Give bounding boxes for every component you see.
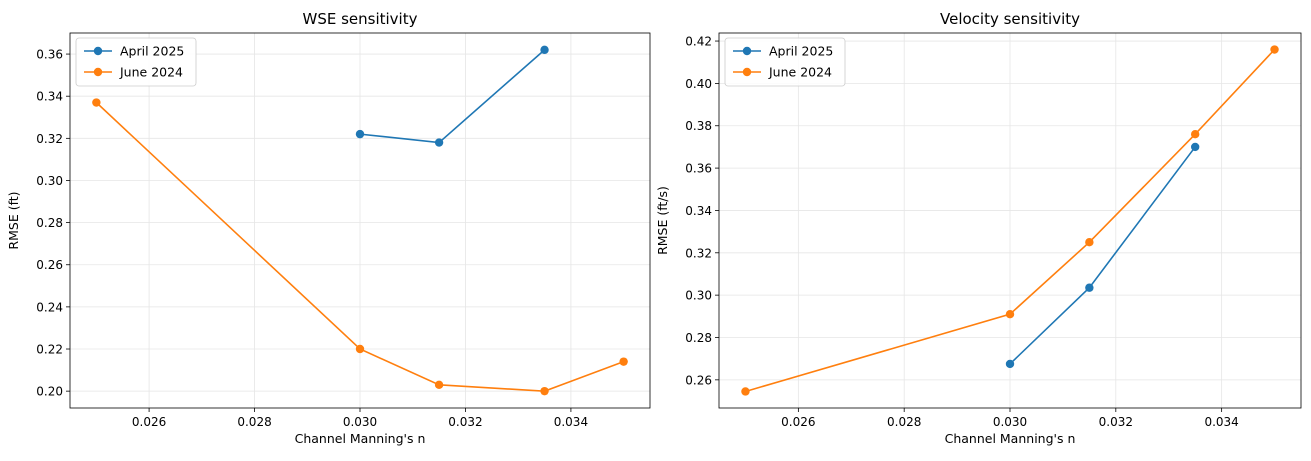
legend-swatch-marker bbox=[742, 46, 752, 56]
y-tick-label: 0.34 bbox=[36, 90, 63, 104]
y-tick-label: 0.26 bbox=[685, 373, 712, 387]
data-point bbox=[434, 380, 444, 390]
y-tick-label: 0.32 bbox=[685, 246, 712, 260]
x-tick-label: 0.028 bbox=[237, 415, 271, 429]
data-point bbox=[1190, 142, 1200, 152]
x-axis-label: Channel Manning's n bbox=[945, 431, 1076, 446]
y-tick-label: 0.36 bbox=[685, 162, 712, 176]
y-tick-label: 0.20 bbox=[36, 385, 63, 399]
legend-label: April 2025 bbox=[769, 44, 833, 59]
data-point bbox=[355, 344, 365, 354]
x-tick-label: 0.028 bbox=[887, 415, 921, 429]
x-tick-label: 0.030 bbox=[993, 415, 1027, 429]
legend: April 2025 June 2024 bbox=[724, 37, 846, 87]
x-tick-label: 0.034 bbox=[554, 415, 588, 429]
data-point bbox=[1085, 238, 1094, 247]
data-point bbox=[619, 357, 628, 366]
y-tick-label: 0.24 bbox=[36, 300, 63, 314]
data-point bbox=[540, 386, 549, 396]
plot-frame bbox=[69, 32, 651, 409]
grid bbox=[719, 33, 1301, 408]
y-tick-label: 0.30 bbox=[685, 289, 712, 303]
series-june-2024 bbox=[741, 45, 1279, 396]
y-tick-label: 0.42 bbox=[685, 35, 712, 49]
plot-frame bbox=[718, 32, 1302, 409]
x-tick-label: 0.032 bbox=[1099, 415, 1133, 429]
data-point bbox=[741, 387, 750, 396]
data-point bbox=[1190, 130, 1200, 139]
y-axis-label: RMSE (ft/s) bbox=[655, 186, 670, 255]
legend-box bbox=[724, 37, 846, 87]
chart-velocity-sensitivity: 0.026 0.028 0.030 0.032 0.034 0.26 0.28 0.30 0.3… bbox=[655, 10, 1302, 446]
data-point bbox=[434, 138, 444, 147]
y-tick-label: 0.36 bbox=[36, 48, 63, 62]
y-tick-label: 0.34 bbox=[685, 204, 712, 218]
x-tick-label: 0.026 bbox=[132, 415, 166, 429]
data-point bbox=[1005, 359, 1015, 369]
data-point bbox=[355, 129, 365, 139]
data-point bbox=[92, 98, 101, 107]
series-april-2025 bbox=[1005, 142, 1200, 369]
y-axis-label: RMSE (ft) bbox=[6, 191, 21, 249]
data-point bbox=[540, 45, 549, 55]
legend-box bbox=[75, 37, 197, 87]
data-point bbox=[1085, 283, 1094, 292]
y-tick-label: 0.32 bbox=[36, 132, 63, 146]
data-point bbox=[1270, 45, 1279, 54]
y-tick-label: 0.30 bbox=[36, 174, 63, 188]
y-tick-label: 0.22 bbox=[36, 343, 63, 357]
y-tick-label: 0.28 bbox=[685, 331, 712, 345]
y-tick-label: 0.26 bbox=[36, 258, 63, 272]
chart-title: Velocity sensitivity bbox=[940, 10, 1080, 28]
y-tick-label: 0.40 bbox=[685, 77, 712, 91]
series-april-2025 bbox=[355, 45, 549, 147]
x-tick-label: 0.026 bbox=[781, 415, 815, 429]
y-tick-label: 0.28 bbox=[36, 216, 63, 230]
x-tick-label: 0.030 bbox=[343, 415, 377, 429]
x-axis-label: Channel Manning's n bbox=[295, 431, 426, 446]
series-line bbox=[1009, 146, 1196, 365]
legend: April 2025 June 2024 bbox=[75, 37, 197, 87]
grid bbox=[70, 33, 650, 408]
legend-swatch-marker bbox=[93, 67, 103, 77]
legend-label: June 2024 bbox=[768, 65, 832, 80]
chart-title: WSE sensitivity bbox=[303, 10, 418, 28]
legend-swatch-marker bbox=[93, 46, 103, 56]
legend-swatch-marker bbox=[742, 67, 752, 77]
y-tick-label: 0.38 bbox=[685, 119, 712, 133]
series-june-2024 bbox=[92, 98, 628, 396]
legend-label: June 2024 bbox=[119, 65, 183, 80]
x-tick-label: 0.032 bbox=[448, 415, 482, 429]
data-point bbox=[1005, 309, 1015, 319]
legend-label: April 2025 bbox=[120, 44, 184, 59]
x-tick-label: 0.034 bbox=[1204, 415, 1238, 429]
chart-wse-sensitivity: 0.026 0.028 0.030 0.032 0.034 0.20 0.22 0.24 0.2… bbox=[6, 10, 651, 446]
